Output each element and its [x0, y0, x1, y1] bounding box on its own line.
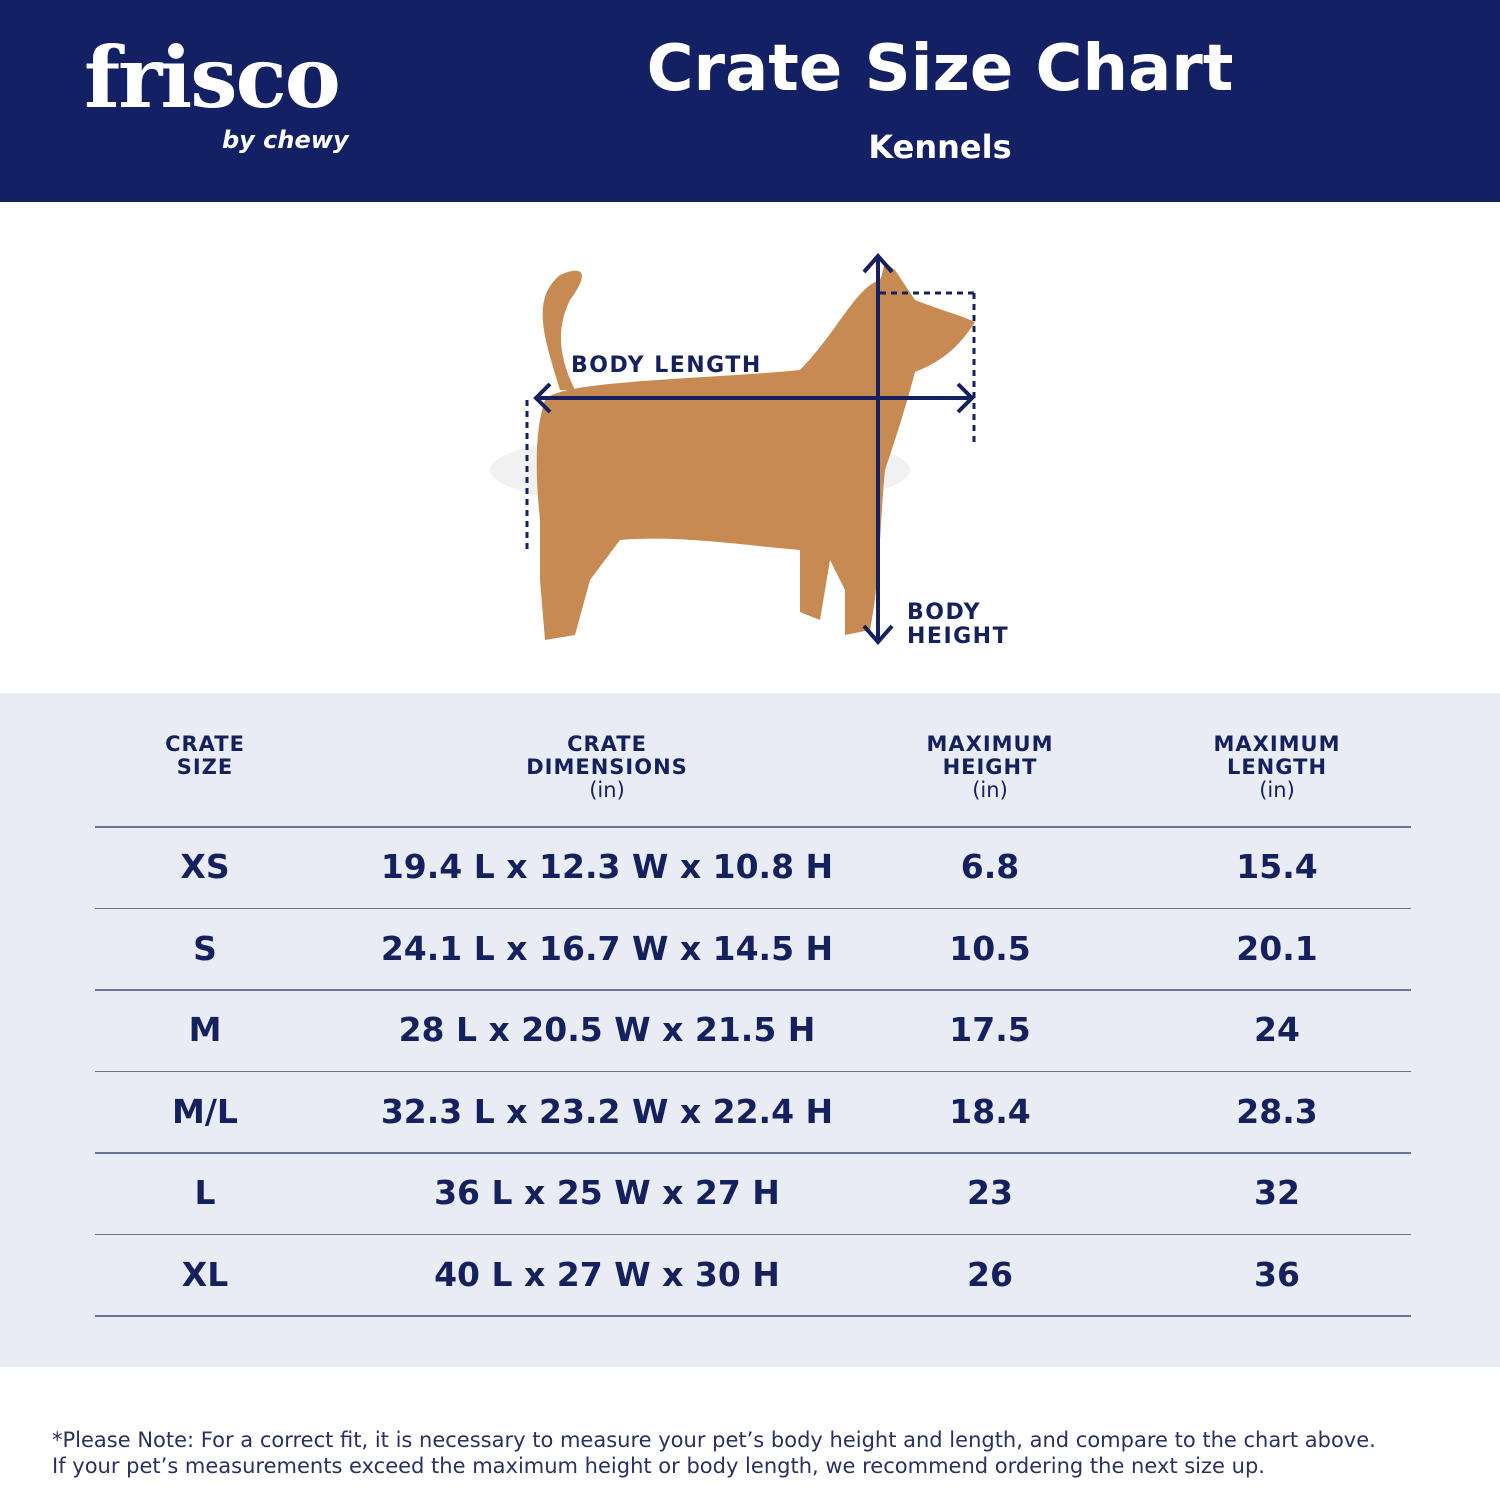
note-line: If your pet’s measurements exceed the ma… — [52, 1454, 1265, 1478]
logo: frisco — [84, 28, 341, 127]
dog-diagram — [490, 252, 976, 646]
table-cell: 40 L x 27 W x 30 H — [434, 1254, 780, 1294]
table-cell: 24 — [1254, 1010, 1300, 1049]
column-header: CRATE DIMENSIONS (in) — [457, 733, 757, 802]
header-line: DIMENSIONS — [526, 755, 688, 779]
table-cell: 23 — [967, 1173, 1013, 1212]
header-line: MAXIMUM — [1213, 732, 1341, 756]
row-rule — [95, 1070, 1411, 1072]
table-cell: L — [194, 1173, 216, 1212]
table-cell: M/L — [172, 1091, 238, 1131]
height-label-line: BODY — [907, 600, 982, 625]
table-cell: 28 L x 20.5 W x 21.5 H — [398, 1010, 816, 1049]
table-cell: 32 — [1254, 1173, 1300, 1212]
height-label: BODY HEIGHT — [907, 601, 1009, 649]
row-rule — [95, 826, 1411, 828]
table-cell: 19.4 L x 12.3 W x 10.8 H — [380, 847, 834, 886]
table-background — [0, 693, 1500, 1367]
header-unit: (in) — [589, 778, 625, 802]
subtitle: Kennels — [868, 128, 1012, 166]
table-cell: 28.3 — [1236, 1091, 1318, 1131]
table-cell: 24.1 L x 16.7 W x 14.5 H — [380, 928, 834, 968]
header-line: SIZE — [176, 755, 234, 779]
table-cell: 6.8 — [960, 847, 1020, 886]
table-cell: 15.4 — [1236, 847, 1318, 886]
header-line: MAXIMUM — [926, 732, 1054, 756]
table-cell: M — [188, 1010, 222, 1049]
row-rule — [95, 1233, 1411, 1235]
row-rule — [95, 907, 1411, 909]
table-cell: 26 — [967, 1254, 1013, 1294]
height-label-line: HEIGHT — [907, 624, 1010, 649]
header-line: LENGTH — [1226, 755, 1328, 779]
header-unit: (in) — [972, 778, 1008, 802]
table-cell: 32.3 L x 23.2 W x 22.4 H — [380, 1091, 834, 1131]
column-header: MAXIMUM HEIGHT (in) — [840, 733, 1140, 802]
table-cell: XL — [181, 1254, 229, 1294]
row-rule — [95, 1152, 1411, 1154]
row-rule — [95, 1315, 1411, 1317]
title: Crate Size Chart — [646, 32, 1234, 106]
table-cell: 36 L x 25 W x 27 H — [434, 1173, 780, 1212]
table-cell: 17.5 — [949, 1010, 1031, 1049]
table-cell: 18.4 — [949, 1091, 1031, 1131]
logo-byline: by chewy — [222, 126, 349, 154]
table-cell: 36 — [1254, 1254, 1300, 1294]
header-line: CRATE — [165, 732, 245, 756]
table-cell: XS — [180, 847, 230, 886]
column-header: MAXIMUM LENGTH (in) — [1127, 733, 1427, 802]
header-band — [0, 0, 1500, 202]
header-line: HEIGHT — [942, 755, 1038, 779]
header-unit: (in) — [1259, 778, 1295, 802]
table-cell: S — [193, 928, 217, 968]
note-line: *Please Note: For a correct fit, it is n… — [52, 1428, 1376, 1452]
header-line: CRATE — [567, 732, 647, 756]
table-cell: 10.5 — [949, 928, 1031, 968]
column-header: CRATE SIZE — [55, 733, 355, 779]
length-label: BODY LENGTH — [571, 353, 762, 378]
row-rule — [95, 989, 1411, 991]
table-cell: 20.1 — [1236, 928, 1318, 968]
